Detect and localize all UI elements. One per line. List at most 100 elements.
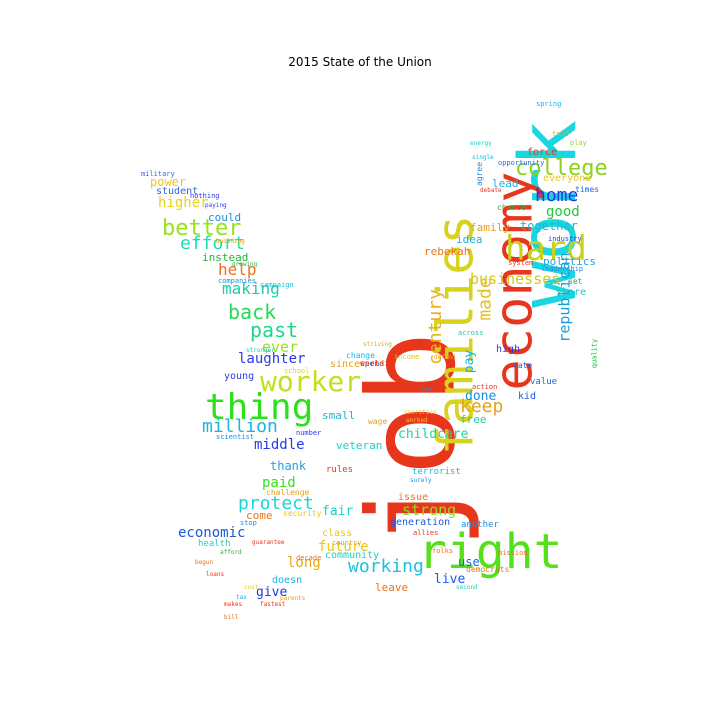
word-class: class [322, 528, 353, 539]
word-lead: lead [492, 177, 519, 190]
word-use: use [458, 555, 480, 569]
word-student: student [156, 186, 199, 197]
chart-title: 2015 State of the Union [288, 55, 432, 69]
word-strong: strong [402, 501, 457, 519]
word-second: second [456, 584, 478, 591]
word-million: million [202, 416, 278, 437]
word-afford: afford [220, 549, 242, 556]
word-bill: bill [224, 614, 239, 621]
word-come: come [246, 509, 273, 522]
word-defend: defend [434, 354, 456, 361]
word-scientist: scientist [216, 433, 254, 441]
word-fastest: fastest [260, 601, 286, 608]
word-nothing: nothing [190, 192, 220, 200]
word-stronger: stronger [246, 347, 275, 354]
word-striving: striving [363, 341, 392, 348]
word-right: right [418, 524, 563, 580]
word-country: country [332, 539, 362, 547]
word-times: times [575, 185, 600, 194]
word-industry: industry [548, 235, 582, 243]
word-makes: makes [224, 601, 243, 608]
word-stop: stop [240, 519, 257, 527]
word-system: system [508, 259, 534, 267]
word-kid: kid [518, 391, 537, 402]
word-companies: companies [218, 277, 256, 285]
word-health: health [198, 539, 231, 549]
word-law: law [420, 385, 433, 393]
word-world: world [360, 359, 385, 368]
word-thing: thing [205, 387, 314, 428]
word-building: building [216, 238, 245, 245]
word-family: family [470, 221, 510, 234]
word-hard: hard [505, 229, 587, 269]
word-agree: agree [475, 161, 485, 187]
word-security: security [283, 509, 322, 518]
word-worked: worked [406, 417, 428, 424]
word-guarantee: guarantee [252, 539, 285, 546]
word-back: back [228, 300, 277, 324]
word-paying: paying [205, 202, 227, 209]
word-making: making [222, 279, 280, 298]
word-college: college [515, 156, 608, 181]
word-change: change [346, 351, 375, 360]
word-value: value [530, 377, 558, 387]
word-rules: rules [326, 465, 354, 475]
word-leadership: leadership [541, 265, 584, 273]
word-since: since [330, 359, 361, 370]
word-share: share [556, 287, 587, 298]
word-another: another [461, 520, 499, 530]
word-small: small [322, 409, 356, 422]
word-growing: growing [232, 261, 258, 268]
word-chance: chance [497, 203, 526, 212]
word-give: give [256, 585, 288, 600]
word-challenge: challenge [266, 488, 310, 497]
word-made: made [474, 277, 496, 321]
word-childcare: childcare [398, 427, 469, 442]
word-help: help [218, 260, 257, 279]
word-tax: tax [236, 594, 247, 601]
word-rate: rate [513, 361, 533, 370]
word-young: young [224, 371, 255, 382]
word-set: set [568, 277, 583, 286]
word-cost: cost [244, 584, 259, 591]
word-good: good [546, 204, 580, 220]
word-parents: parents [280, 595, 306, 602]
word-future: future [318, 539, 369, 555]
word-spend: spend [360, 359, 385, 368]
word-debate: debate [480, 187, 502, 194]
word-wage: wage [368, 417, 388, 426]
word-income: income [394, 353, 420, 361]
word-school: school [284, 367, 310, 375]
word-worker: worker [260, 365, 362, 398]
word-quality: quality [590, 338, 599, 369]
word-laughter: laughter [238, 351, 306, 367]
word-certain: certain [360, 359, 394, 368]
word-power: power [150, 175, 187, 189]
word-sacrifice: sacrifice [404, 409, 437, 416]
word-paid: paid [262, 475, 296, 491]
word-energy: energy [470, 140, 492, 147]
word-economic: economic [178, 525, 246, 541]
word-number: number [296, 429, 322, 437]
word-everyone: everyone [543, 173, 592, 184]
word-rebekah: rebekah [424, 245, 471, 258]
word-generation: generation [390, 517, 451, 528]
word-done: done [465, 389, 497, 404]
word-long: long [287, 555, 321, 571]
word-high: high [496, 344, 521, 355]
word-community: community [325, 550, 380, 561]
word-opportunity: opportunity [498, 159, 545, 167]
word-past: past [250, 318, 299, 342]
word-begun: begun [195, 559, 214, 566]
word-play: play [570, 139, 587, 147]
word-better: better [162, 216, 242, 241]
word-fair: fair [322, 504, 354, 519]
word-live: live [434, 572, 466, 587]
word-keep: keep [460, 396, 504, 417]
word-businesses: businesses [470, 270, 561, 288]
word-loans: loans [206, 571, 225, 578]
word-together: together [520, 219, 578, 233]
word-leave: leave [375, 581, 409, 594]
word-action: action [472, 383, 498, 391]
